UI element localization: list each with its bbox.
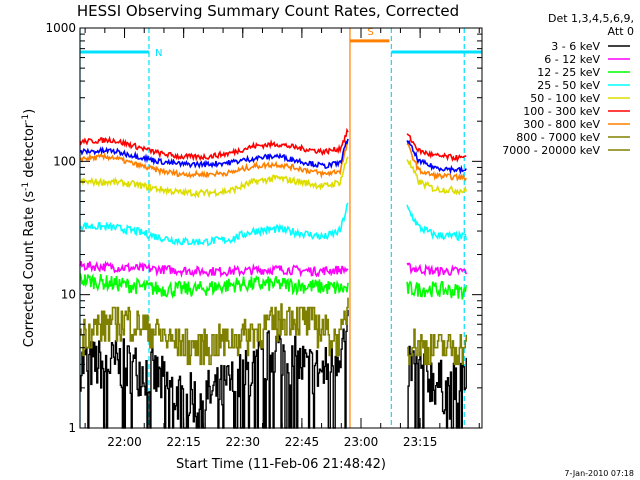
series-line (79, 127, 349, 162)
legend-header: Att 0 (608, 25, 634, 38)
legend-header: Det 1,3,4,5,6,9, (548, 12, 634, 25)
series-line (406, 262, 468, 278)
legend-entry-label: 50 - 100 keV (530, 92, 600, 105)
chart-title: HESSI Observing Summary Count Rates, Cor… (77, 2, 459, 20)
x-axis-label: Start Time (11-Feb-06 21:48:42) (176, 457, 386, 472)
footer-timestamp: 7-Jan-2010 07:18 (564, 469, 634, 478)
x-tick-label: 22:15 (166, 435, 201, 449)
axes: 1 10 100 1000 22:00 22:15 22:30 22:45 23:00 23:15 (45, 21, 482, 449)
y-axis-label-part2: detector (22, 122, 37, 182)
series-line (80, 309, 349, 429)
y-axis-label-part3: ) (22, 109, 37, 114)
legend-entry-label: 300 - 800 keV (523, 118, 600, 131)
series-line (79, 260, 349, 278)
series-line (79, 272, 349, 300)
plot-area: NS (79, 27, 482, 429)
series-line (79, 202, 349, 247)
y-axis-label-part1: Corrected Count Rate (s (22, 191, 37, 348)
legend-entry-label: 6 - 12 keV (544, 53, 600, 66)
series-line (79, 156, 349, 199)
series-line (406, 139, 467, 175)
series-line (79, 141, 349, 179)
series-line (79, 138, 349, 170)
series-line (406, 159, 468, 196)
y-axis-label: Corrected Count Rate (s-1 detector-1) (21, 109, 37, 347)
legend-entry-label: 25 - 50 keV (537, 79, 600, 92)
x-tick-label: 23:15 (403, 435, 438, 449)
y-axis-label-sup1: -1 (21, 182, 31, 191)
series-line (406, 204, 468, 242)
series-line (406, 142, 467, 182)
y-tick-label: 1 (68, 421, 76, 435)
y-tick-label: 100 (53, 154, 76, 168)
legend-entry-label: 7000 - 20000 keV (502, 144, 600, 157)
legend-entry-label: 12 - 25 keV (537, 66, 600, 79)
y-tick-label: 10 (61, 288, 76, 302)
plot-frame (79, 27, 483, 429)
x-tick-label: 23:00 (344, 435, 379, 449)
y-tick-label: 1000 (45, 21, 76, 35)
flag-label: N (155, 48, 162, 59)
legend-entry-label: 100 - 300 keV (523, 105, 600, 118)
series-line (406, 133, 467, 163)
legend-entry-label: 3 - 6 keV (551, 40, 600, 53)
legend-entry-label: 800 - 7000 keV (516, 131, 600, 144)
series-line (80, 297, 349, 366)
x-tick-label: 22:30 (225, 435, 260, 449)
series-line (407, 328, 468, 366)
y-axis-label-sup2: -1 (21, 114, 31, 123)
x-tick-label: 22:00 (107, 435, 142, 449)
x-tick-label: 22:45 (285, 435, 320, 449)
series-line (406, 280, 468, 300)
flag-label: S (367, 27, 373, 38)
